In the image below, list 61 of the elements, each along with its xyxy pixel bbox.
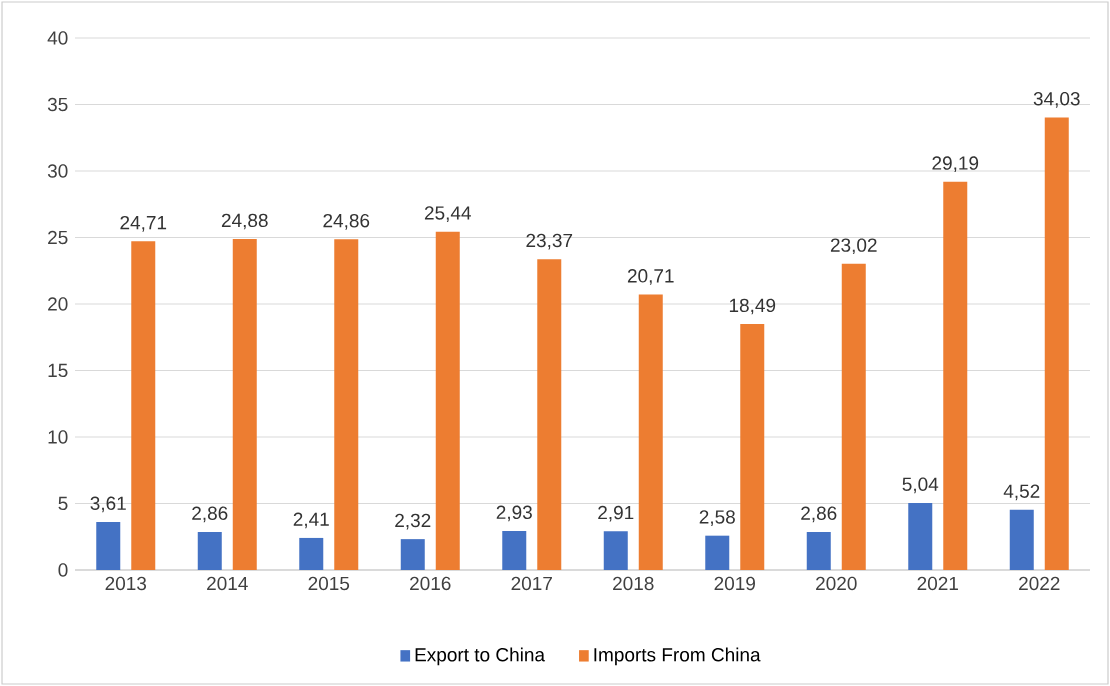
x-tick-label: 2020 — [816, 576, 857, 591]
x-tick-label: 2017 — [511, 576, 552, 591]
bar — [537, 259, 562, 570]
bar — [299, 537, 324, 570]
bar — [131, 241, 156, 570]
bar — [943, 181, 968, 570]
bar — [1044, 117, 1069, 570]
data-label: 2,58 — [699, 510, 735, 526]
y-tick-label: 0 — [58, 563, 68, 577]
data-label: 24,86 — [323, 213, 370, 230]
x-tick-label: 2015 — [308, 576, 350, 591]
bar — [197, 531, 222, 570]
data-label: 23,02 — [830, 238, 877, 255]
data-label: 2,86 — [192, 506, 228, 523]
x-tick-label: 2018 — [613, 576, 654, 591]
y-tick-label: 30 — [47, 164, 68, 178]
y-tick-label: 35 — [47, 97, 68, 112]
data-label: 23,37 — [526, 233, 573, 250]
data-label: 2,93 — [496, 505, 532, 522]
data-label: 2,41 — [293, 512, 329, 529]
y-tick-label: 10 — [48, 430, 68, 444]
data-label: 18,49 — [729, 298, 776, 315]
data-label: 2,91 — [598, 505, 634, 522]
data-label: 29,19 — [932, 156, 979, 173]
data-label: 34,03 — [1033, 91, 1080, 108]
x-tick-label: 2019 — [714, 576, 755, 591]
bar — [908, 502, 933, 570]
bar — [435, 231, 460, 570]
y-tick-label: 25 — [48, 230, 68, 245]
data-label: 25,44 — [424, 206, 471, 222]
x-tick-label: 2022 — [1019, 576, 1060, 591]
y-tick-label: 20 — [48, 297, 68, 311]
data-label: 2,32 — [395, 513, 431, 530]
bar — [232, 239, 257, 570]
data-label: 24,71 — [120, 215, 167, 232]
bar — [806, 531, 831, 570]
bar — [1009, 509, 1034, 570]
bar — [603, 531, 628, 570]
x-tick-label: 2014 — [207, 576, 248, 591]
data-label: 4,52 — [1003, 484, 1040, 501]
y-tick-label: 40 — [47, 31, 68, 45]
data-label: 20,71 — [627, 269, 674, 285]
bar — [740, 324, 765, 570]
bar — [705, 535, 730, 570]
bar — [841, 263, 866, 570]
bar — [400, 539, 425, 570]
legend-label: Imports From China — [594, 647, 761, 666]
bar — [96, 521, 121, 570]
data-label: 3,61 — [90, 496, 126, 513]
data-label: 24,88 — [221, 213, 268, 230]
bar — [638, 294, 663, 570]
data-label: 5,04 — [902, 477, 939, 494]
bar — [502, 531, 527, 570]
x-tick-label: 2013 — [105, 576, 147, 591]
data-label: 2,86 — [801, 506, 837, 523]
x-tick-label: 2016 — [410, 576, 451, 591]
y-tick-label: 15 — [48, 363, 68, 378]
legend-label: Export to China — [415, 647, 546, 666]
x-tick-label: 2021 — [917, 576, 958, 591]
bar — [334, 239, 359, 570]
y-tick-label: 5 — [58, 496, 68, 511]
